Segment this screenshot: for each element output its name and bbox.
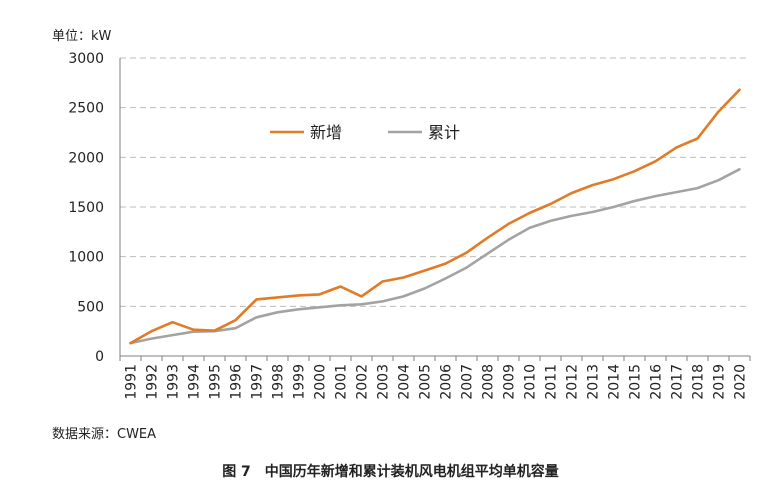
x-tick-label-2016: 2016 bbox=[649, 364, 665, 400]
x-tick-label-2007: 2007 bbox=[460, 364, 476, 400]
figure-caption: 图 7 中国历年新增和累计装机风电机组平均单机容量 bbox=[222, 464, 559, 480]
x-tick-label-2019: 2019 bbox=[712, 364, 728, 400]
series-line-0 bbox=[129, 88, 741, 345]
x-tick-label-2004: 2004 bbox=[397, 364, 413, 400]
legend-label-0: 新增 bbox=[310, 123, 342, 142]
x-tick-label-2008: 2008 bbox=[481, 364, 497, 400]
x-tick-label-1993: 1993 bbox=[166, 364, 182, 400]
x-tick-labels: 1991 1992 1993 1994 1995 1996 1997 1998 1999 2000… bbox=[124, 364, 749, 400]
y-tick-label-4: 2000 bbox=[68, 150, 104, 166]
y-tick-label-0: 0 bbox=[95, 349, 104, 365]
x-tick-label-2014: 2014 bbox=[607, 364, 623, 400]
x-tick-label-2003: 2003 bbox=[376, 364, 392, 400]
legend-label-1: 累计 bbox=[428, 123, 460, 142]
x-tick-label-1995: 1995 bbox=[208, 364, 224, 400]
y-tick-labels: 0 500 1000 1500 2000 2500 3000 bbox=[68, 51, 104, 365]
x-tick-label-2006: 2006 bbox=[439, 364, 455, 400]
x-tick-label-2013: 2013 bbox=[586, 364, 602, 400]
x-tick-label-1997: 1997 bbox=[250, 364, 266, 400]
x-tick-label-1999: 1999 bbox=[292, 364, 308, 400]
x-tick-label-1991: 1991 bbox=[124, 364, 140, 400]
x-tick-label-2012: 2012 bbox=[565, 364, 581, 400]
x-tick-label-2011: 2011 bbox=[544, 364, 560, 400]
x-tick-label-2015: 2015 bbox=[628, 364, 644, 400]
x-tick-label-2005: 2005 bbox=[418, 364, 434, 400]
x-tick-label-2020: 2020 bbox=[733, 364, 749, 400]
y-tick-label-3: 1500 bbox=[68, 200, 104, 216]
y-tick-label-6: 3000 bbox=[68, 51, 104, 67]
series-lines bbox=[129, 88, 741, 345]
x-tick-label-2002: 2002 bbox=[355, 364, 371, 400]
x-tick-label-2000: 2000 bbox=[313, 364, 329, 400]
series-line-1 bbox=[129, 168, 741, 345]
axes bbox=[119, 58, 751, 361]
x-tick-label-1998: 1998 bbox=[271, 364, 287, 400]
x-tick-label-1994: 1994 bbox=[187, 364, 203, 400]
x-tick-label-2018: 2018 bbox=[691, 364, 707, 400]
gridlines bbox=[120, 57, 750, 307]
x-tick-label-2010: 2010 bbox=[523, 364, 539, 400]
x-tick-label-2009: 2009 bbox=[502, 364, 518, 400]
x-tick-label-1996: 1996 bbox=[229, 364, 245, 400]
y-tick-label-2: 1000 bbox=[68, 250, 104, 266]
x-tick-label-1992: 1992 bbox=[145, 364, 161, 400]
x-tick-label-2001: 2001 bbox=[334, 364, 350, 400]
y-unit-label: 单位：kW bbox=[52, 29, 112, 44]
y-tick-label-1: 500 bbox=[77, 299, 104, 315]
source-note: 数据来源：CWEA bbox=[52, 427, 157, 442]
y-tick-label-5: 2500 bbox=[68, 101, 104, 117]
legend: 新增 累计 bbox=[270, 123, 460, 142]
x-tick-label-2017: 2017 bbox=[670, 364, 686, 400]
